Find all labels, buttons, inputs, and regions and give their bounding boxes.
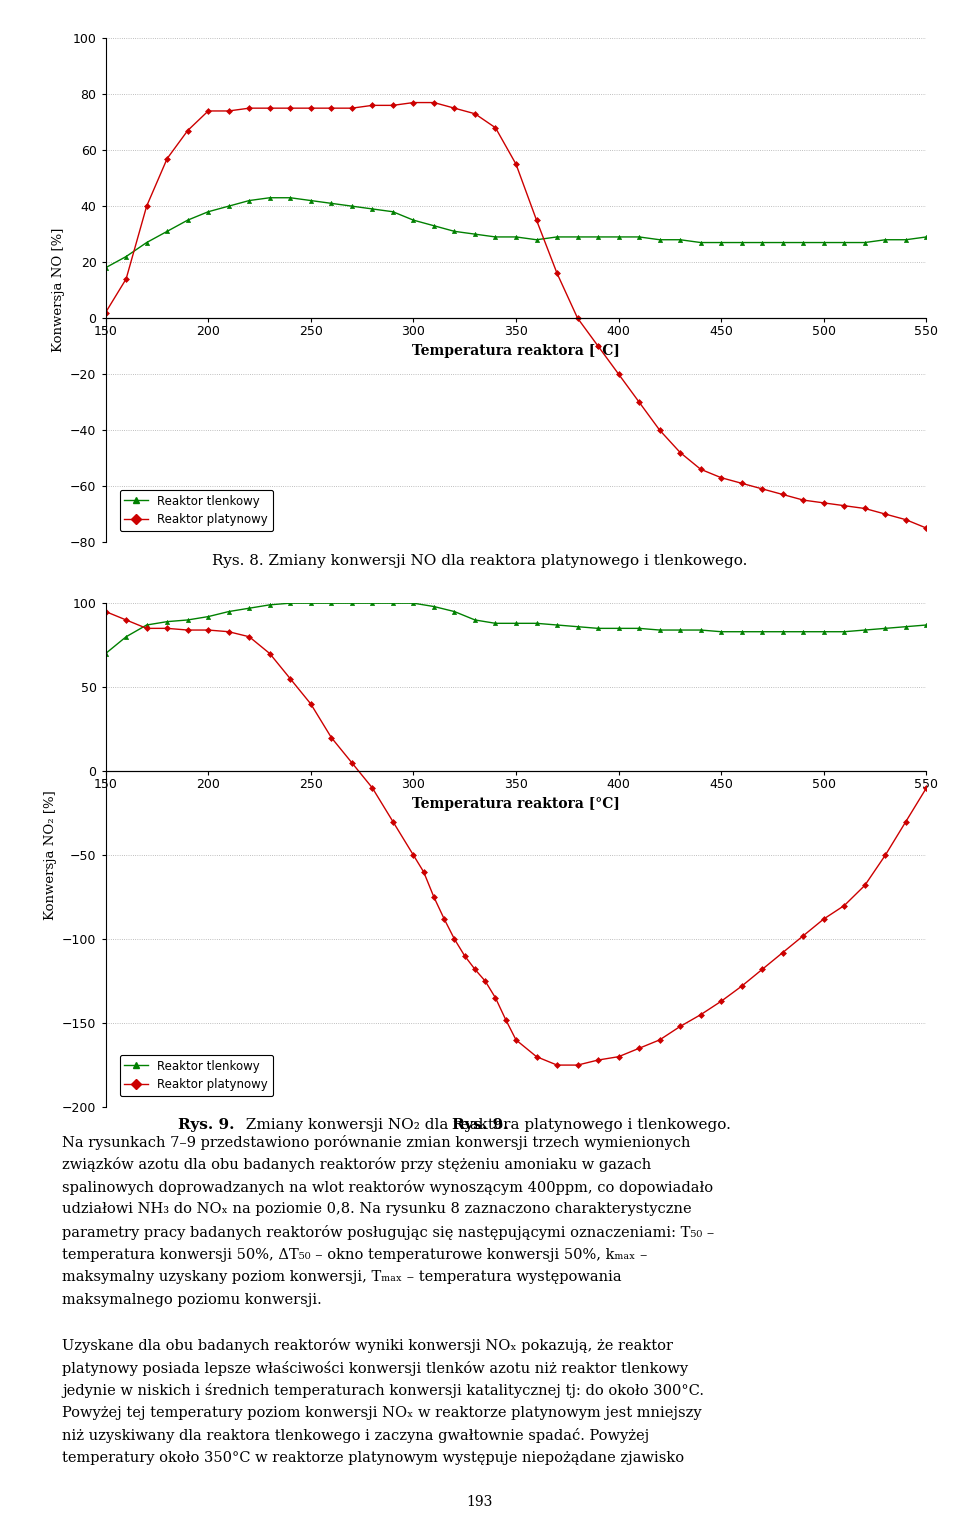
Legend: Reaktor tlenkowy, Reaktor platynowy: Reaktor tlenkowy, Reaktor platynowy (120, 1055, 273, 1096)
X-axis label: Temperatura reaktora [°C]: Temperatura reaktora [°C] (412, 797, 620, 811)
Text: udziałowi NH₃ do NOₓ na poziomie 0,8. Na rysunku 8 zaznaczono charakterystyczne: udziałowi NH₃ do NOₓ na poziomie 0,8. Na… (62, 1202, 692, 1217)
Text: 193: 193 (467, 1495, 493, 1509)
Text: Rys. 9.: Rys. 9. (178, 1118, 234, 1132)
Text: Uzyskane dla obu badanych reaktorów wyniki konwersji NOₓ pokazują, że reaktor: Uzyskane dla obu badanych reaktorów wyni… (62, 1338, 673, 1353)
Text: platynowy posiada lepsze właściwości konwersji tlenków azotu niż reaktor tlenkow: platynowy posiada lepsze właściwości kon… (62, 1361, 688, 1376)
Text: jedynie w niskich i średnich temperaturach konwersji katalitycznej tj: do około : jedynie w niskich i średnich temperatura… (62, 1383, 705, 1399)
Text: Powyżej tej temperatury poziom konwersji NOₓ w reaktorze platynowym jest mniejsz: Powyżej tej temperatury poziom konwersji… (62, 1406, 702, 1420)
Text: temperatury około 350°C w reaktorze platynowym występuje niepożądane zjawisko: temperatury około 350°C w reaktorze plat… (62, 1451, 684, 1464)
Legend: Reaktor tlenkowy, Reaktor platynowy: Reaktor tlenkowy, Reaktor platynowy (120, 490, 273, 531)
Y-axis label: Konwersja NO₂ [%]: Konwersja NO₂ [%] (43, 791, 57, 919)
X-axis label: Temperatura reaktora [°C]: Temperatura reaktora [°C] (412, 344, 620, 357)
Text: niż uzyskiwany dla reaktora tlenkowego i zaczyna gwałtownie spadać. Powyżej: niż uzyskiwany dla reaktora tlenkowego i… (62, 1428, 650, 1443)
Text: maksymalnego poziomu konwersji.: maksymalnego poziomu konwersji. (62, 1293, 323, 1307)
Text: spalinowych doprowadzanych na wlot reaktorów wynoszącym 400ppm, co dopowiadało: spalinowych doprowadzanych na wlot reakt… (62, 1180, 713, 1194)
Text: maksymalny uzyskany poziom konwersji, Tₘₐₓ – temperatura występowania: maksymalny uzyskany poziom konwersji, Tₘ… (62, 1270, 622, 1284)
Text: Na rysunkach 7–9 przedstawiono porównanie zmian konwersji trzech wymienionych: Na rysunkach 7–9 przedstawiono porównani… (62, 1135, 691, 1150)
Text: Rys. 9.: Rys. 9. (452, 1118, 508, 1132)
Y-axis label: Konwersja NO [%]: Konwersja NO [%] (52, 228, 64, 353)
Text: Rys. 8. Zmiany konwersji NO dla reaktora platynowego i tlenkowego.: Rys. 8. Zmiany konwersji NO dla reaktora… (212, 554, 748, 568)
Text: temperatura konwersji 50%, ΔT₅₀ – okno temperaturowe konwersji 50%, kₘₐₓ –: temperatura konwersji 50%, ΔT₅₀ – okno t… (62, 1248, 648, 1261)
Text: parametry pracy badanych reaktorów posługując się następującymi oznaczeniami: T₅: parametry pracy badanych reaktorów posłu… (62, 1225, 714, 1240)
Text: związków azotu dla obu badanych reaktorów przy stężeniu amoniaku w gazach: związków azotu dla obu badanych reaktoró… (62, 1157, 652, 1173)
Text: Zmiany konwersji NO₂ dla reaktora platynowego i tlenkowego.: Zmiany konwersji NO₂ dla reaktora platyn… (241, 1118, 731, 1132)
